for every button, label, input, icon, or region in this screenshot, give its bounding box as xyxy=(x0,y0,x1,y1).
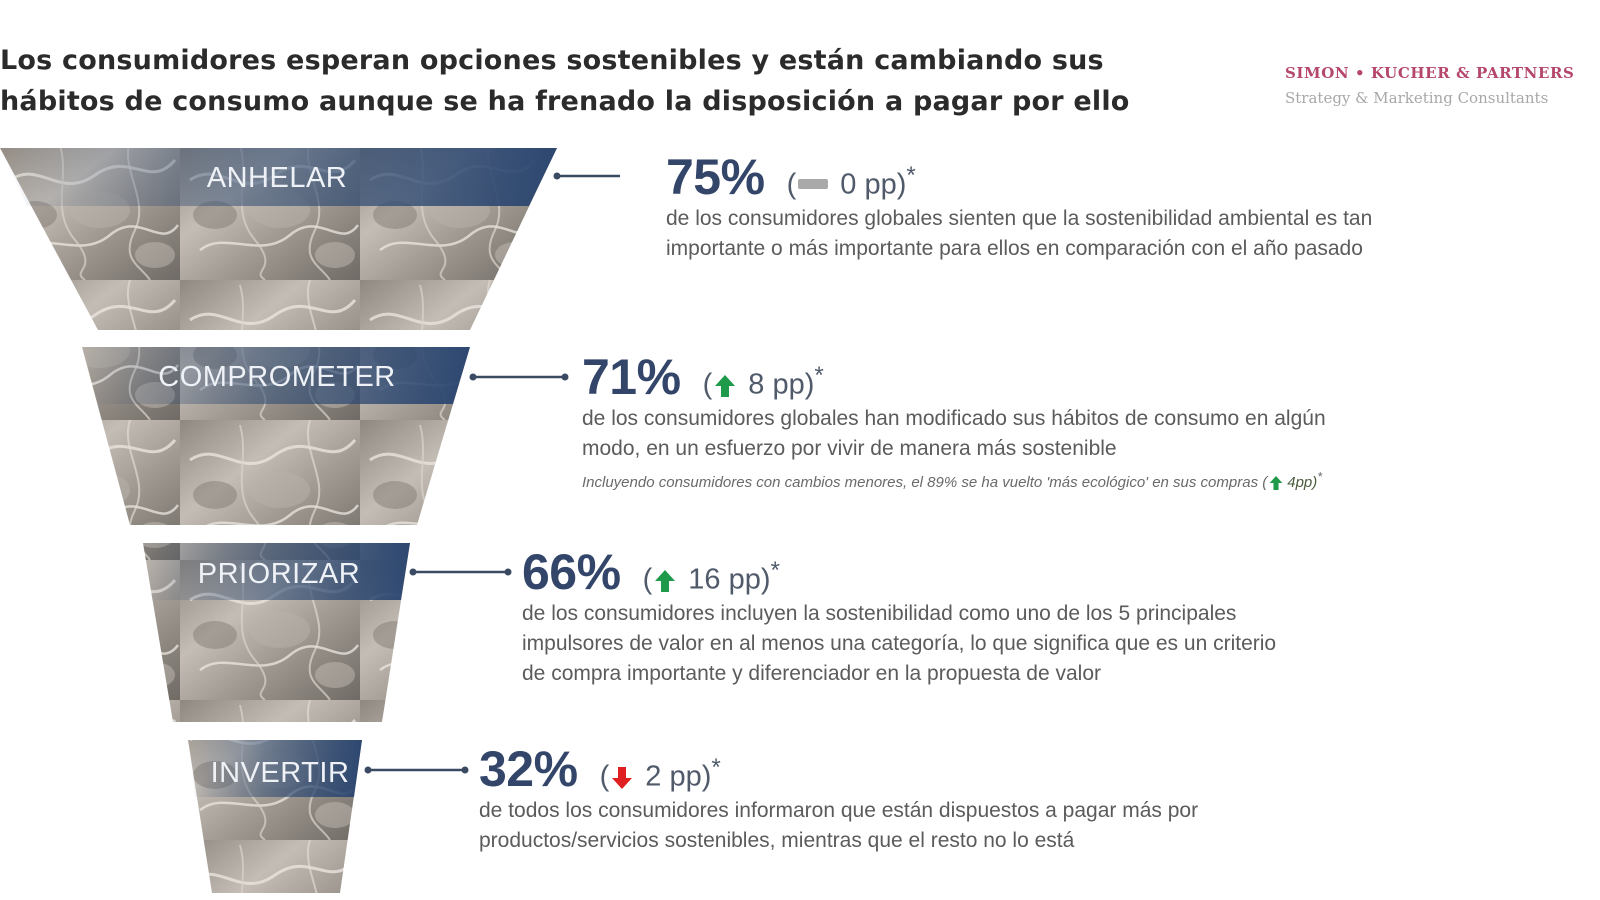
connector-end-dot-comprometer xyxy=(561,373,569,381)
stat-description-priorizar: de los consumidores incluyen la sostenib… xyxy=(522,599,1522,689)
stat-change-comprometer: ( 8 pp)* xyxy=(703,362,824,402)
stat-block-priorizar: 66% ( 16 pp)* de los consumidores incluy… xyxy=(522,543,1522,689)
down-arrow-icon xyxy=(611,766,633,790)
description-line: de todos los consumidores informaron que… xyxy=(479,799,1199,822)
note-text: Incluyendo consumidores con cambios meno… xyxy=(582,474,1268,491)
slide-title-line-2: hábitos de consumo aunque se ha frenado … xyxy=(0,86,1130,117)
connector-end-dot-invertir xyxy=(461,766,469,774)
change-open-paren: ( xyxy=(786,169,797,201)
change-open-paren: ( xyxy=(599,761,610,793)
description-line: de compra importante y diferenciador en … xyxy=(522,662,1101,685)
description-line: modo, en un esfuerzo por vivir de manera… xyxy=(582,437,1117,460)
change-text-anhelar: 0 pp) xyxy=(832,169,907,201)
funnel-segment-priorizar: PRIORIZAR xyxy=(143,543,512,722)
description-line: de los consumidores globales sienten que… xyxy=(666,207,1373,230)
change-open-paren: ( xyxy=(642,564,653,596)
stat-description-comprometer: de los consumidores globales han modific… xyxy=(582,404,1562,464)
connector-dot-anhelar xyxy=(553,172,561,180)
change-mark-anhelar: * xyxy=(906,162,916,190)
stat-block-invertir: 32% ( 2 pp)* de todos los consumidores i… xyxy=(479,740,1479,856)
description-line: importante o más importante para ellos e… xyxy=(666,237,1363,260)
up-arrow-icon xyxy=(714,374,736,398)
brand-tagline: Strategy & Marketing Consultants xyxy=(1285,89,1549,107)
stat-head-comprometer: 71% ( 8 pp)* xyxy=(582,348,1562,405)
connector-end-dot-priorizar xyxy=(504,568,512,576)
funnel-segment-anhelar: ANHELAR xyxy=(0,148,620,330)
stat-note-comprometer: Incluyendo consumidores con cambios meno… xyxy=(582,470,1562,491)
description-line: de los consumidores incluyen la sostenib… xyxy=(522,602,1237,625)
funnel-segment-invertir: INVERTIR xyxy=(188,740,469,893)
slide-title: Los consumidores esperan opciones sosten… xyxy=(0,40,1180,122)
connector-dot-comprometer xyxy=(469,373,477,381)
up-arrow-icon xyxy=(654,569,676,593)
connector-dot-invertir xyxy=(364,766,372,774)
stat-change-invertir: ( 2 pp)* xyxy=(600,754,721,794)
up-arrow-icon xyxy=(1269,475,1283,491)
description-line: productos/servicios sostenibles, mientra… xyxy=(479,829,1075,852)
stat-head-priorizar: 66% ( 16 pp)* xyxy=(522,543,1522,600)
stage-label-priorizar: PRIORIZAR xyxy=(198,558,360,590)
stat-block-comprometer: 71% ( 8 pp)* de los consumidores globale… xyxy=(582,348,1562,491)
stage-label-invertir: INVERTIR xyxy=(211,757,350,789)
change-open-paren: ( xyxy=(702,369,713,401)
change-mark-invertir: * xyxy=(711,754,721,782)
note-mark: * xyxy=(1317,470,1323,484)
stat-head-anhelar: 75% ( 0 pp)* xyxy=(666,148,1566,205)
change-text-comprometer: 8 pp) xyxy=(740,369,815,401)
stat-description-anhelar: de los consumidores globales sienten que… xyxy=(666,204,1566,264)
stat-change-anhelar: ( 0 pp)* xyxy=(787,162,916,202)
stat-value-comprometer: 71% xyxy=(582,349,681,405)
flat-bar-icon xyxy=(798,179,829,190)
description-line: de los consumidores globales han modific… xyxy=(582,407,1326,430)
connector-dot-priorizar xyxy=(409,568,417,576)
change-mark-priorizar: * xyxy=(770,557,780,585)
funnel-segment-comprometer: COMPROMETER xyxy=(82,347,569,525)
stat-head-invertir: 32% ( 2 pp)* xyxy=(479,740,1479,797)
stat-description-invertir: de todos los consumidores informaron que… xyxy=(479,796,1479,856)
stat-value-invertir: 32% xyxy=(479,741,578,797)
stat-value-priorizar: 66% xyxy=(522,544,621,600)
stat-change-priorizar: ( 16 pp)* xyxy=(643,557,780,597)
stat-value-anhelar: 75% xyxy=(666,149,765,205)
change-text-priorizar: 16 pp) xyxy=(680,564,771,596)
description-line: impulsores de valor en al menos una cate… xyxy=(522,632,1277,655)
funnel-diagram: ANHELAR COMPROMETER PRIORIZAR INVERTIR xyxy=(0,148,620,893)
stage-label-anhelar: ANHELAR xyxy=(207,162,348,194)
stage-label-comprometer: COMPROMETER xyxy=(158,361,396,393)
stat-block-anhelar: 75% ( 0 pp)* de los consumidores globale… xyxy=(666,148,1566,264)
slide-title-line-1: Los consumidores esperan opciones sosten… xyxy=(0,45,1104,76)
change-mark-comprometer: * xyxy=(814,362,824,390)
brand-name: SIMON • KUCHER & PARTNERS xyxy=(1285,64,1575,82)
change-text-invertir: 2 pp) xyxy=(637,761,712,793)
brand-logo: SIMON • KUCHER & PARTNERS Strategy & Mar… xyxy=(1285,64,1600,107)
note-change: 4pp) xyxy=(1287,474,1318,491)
